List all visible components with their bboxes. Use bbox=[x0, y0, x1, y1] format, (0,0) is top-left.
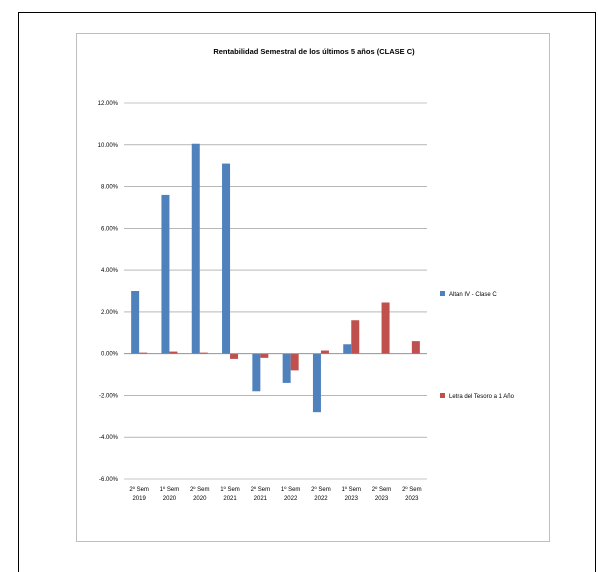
x-tick-label: 2º Sem bbox=[402, 486, 422, 493]
y-tick-label: 6.00% bbox=[101, 226, 119, 232]
chart-title: Rentabilidad Semestral de los últimos 5 … bbox=[213, 47, 415, 56]
y-tick-label: 12.00% bbox=[98, 101, 119, 107]
x-tick-label-year: 2022 bbox=[314, 496, 328, 502]
bar-letra bbox=[351, 320, 360, 354]
bar-altan bbox=[222, 163, 231, 354]
x-tick-label: 1º Sem bbox=[220, 486, 240, 493]
gridlines bbox=[124, 102, 427, 480]
x-tick-label: 1º Sem bbox=[281, 486, 301, 493]
bar-letra bbox=[139, 352, 148, 354]
x-axis-ticks: 2º Sem 2019 1º Sem 2020 2º Sem 2020 1º Sem 2021… bbox=[129, 486, 421, 502]
bar-altan bbox=[252, 353, 261, 392]
bar-letra bbox=[320, 350, 329, 354]
y-tick-label: -4.00% bbox=[99, 435, 119, 441]
bar-altan bbox=[131, 291, 140, 354]
bar-letra bbox=[411, 341, 420, 354]
legend-swatch bbox=[440, 291, 445, 296]
x-tick-label-year: 2019 bbox=[132, 496, 146, 502]
bar-altan bbox=[191, 143, 200, 354]
legend: Altan IV - Clase C Letra del Tesoro a 1 A… bbox=[440, 291, 515, 400]
y-tick-label: 4.00% bbox=[101, 268, 119, 274]
chart-area: Rentabilidad Semestral de los últimos 5 … bbox=[76, 33, 550, 542]
bar-letra bbox=[381, 302, 390, 354]
y-tick-label: 0.00% bbox=[101, 352, 119, 358]
x-tick-label-year: 2023 bbox=[345, 496, 359, 502]
x-tick-label-year: 2020 bbox=[193, 496, 207, 502]
bar-letra bbox=[199, 352, 208, 354]
x-tick-label-year: 2021 bbox=[254, 496, 268, 502]
x-tick-label: 2º Sem bbox=[311, 486, 331, 493]
bar-altan bbox=[343, 344, 352, 354]
x-tick-label: 2º Sem bbox=[372, 486, 392, 493]
x-tick-label: 2º Sem bbox=[190, 486, 210, 493]
legend-label: Altan IV - Clase C bbox=[449, 292, 497, 298]
bar-letra bbox=[169, 351, 178, 354]
bar-letra bbox=[290, 353, 299, 371]
y-tick-label: 2.00% bbox=[101, 310, 119, 316]
bar-letra bbox=[260, 353, 269, 358]
x-tick-label: 1º Sem bbox=[341, 486, 361, 493]
x-tick-label-year: 2022 bbox=[284, 496, 298, 502]
y-tick-label: -2.00% bbox=[99, 393, 119, 399]
legend-label: Letra del Tesoro a 1 Año bbox=[449, 394, 515, 400]
bar-altan bbox=[312, 353, 321, 413]
x-tick-label-year: 2021 bbox=[223, 496, 237, 502]
outer-frame bbox=[18, 12, 596, 572]
x-tick-label: 1º Sem bbox=[160, 486, 180, 493]
x-tick-label-year: 2023 bbox=[405, 496, 419, 502]
bar-chart: Rentabilidad Semestral de los últimos 5 … bbox=[98, 47, 515, 502]
x-tick-label-year: 2020 bbox=[163, 496, 177, 502]
y-axis-ticks: 12.00% 10.00% 8.00% 6.00% 4.00% 2.00% 0.00% -2.… bbox=[98, 101, 119, 483]
x-tick-label: 2º Sem bbox=[129, 486, 149, 493]
y-tick-label: 10.00% bbox=[98, 143, 119, 149]
x-tick-label: 2º Sem bbox=[251, 486, 271, 493]
legend-swatch bbox=[440, 393, 445, 398]
bar-altan bbox=[161, 194, 170, 354]
y-tick-label: -6.00% bbox=[99, 477, 119, 483]
bars bbox=[131, 143, 420, 413]
x-tick-label-year: 2023 bbox=[375, 496, 389, 502]
y-tick-label: 8.00% bbox=[101, 185, 119, 191]
bar-altan bbox=[282, 353, 291, 383]
bar-letra bbox=[230, 353, 239, 359]
